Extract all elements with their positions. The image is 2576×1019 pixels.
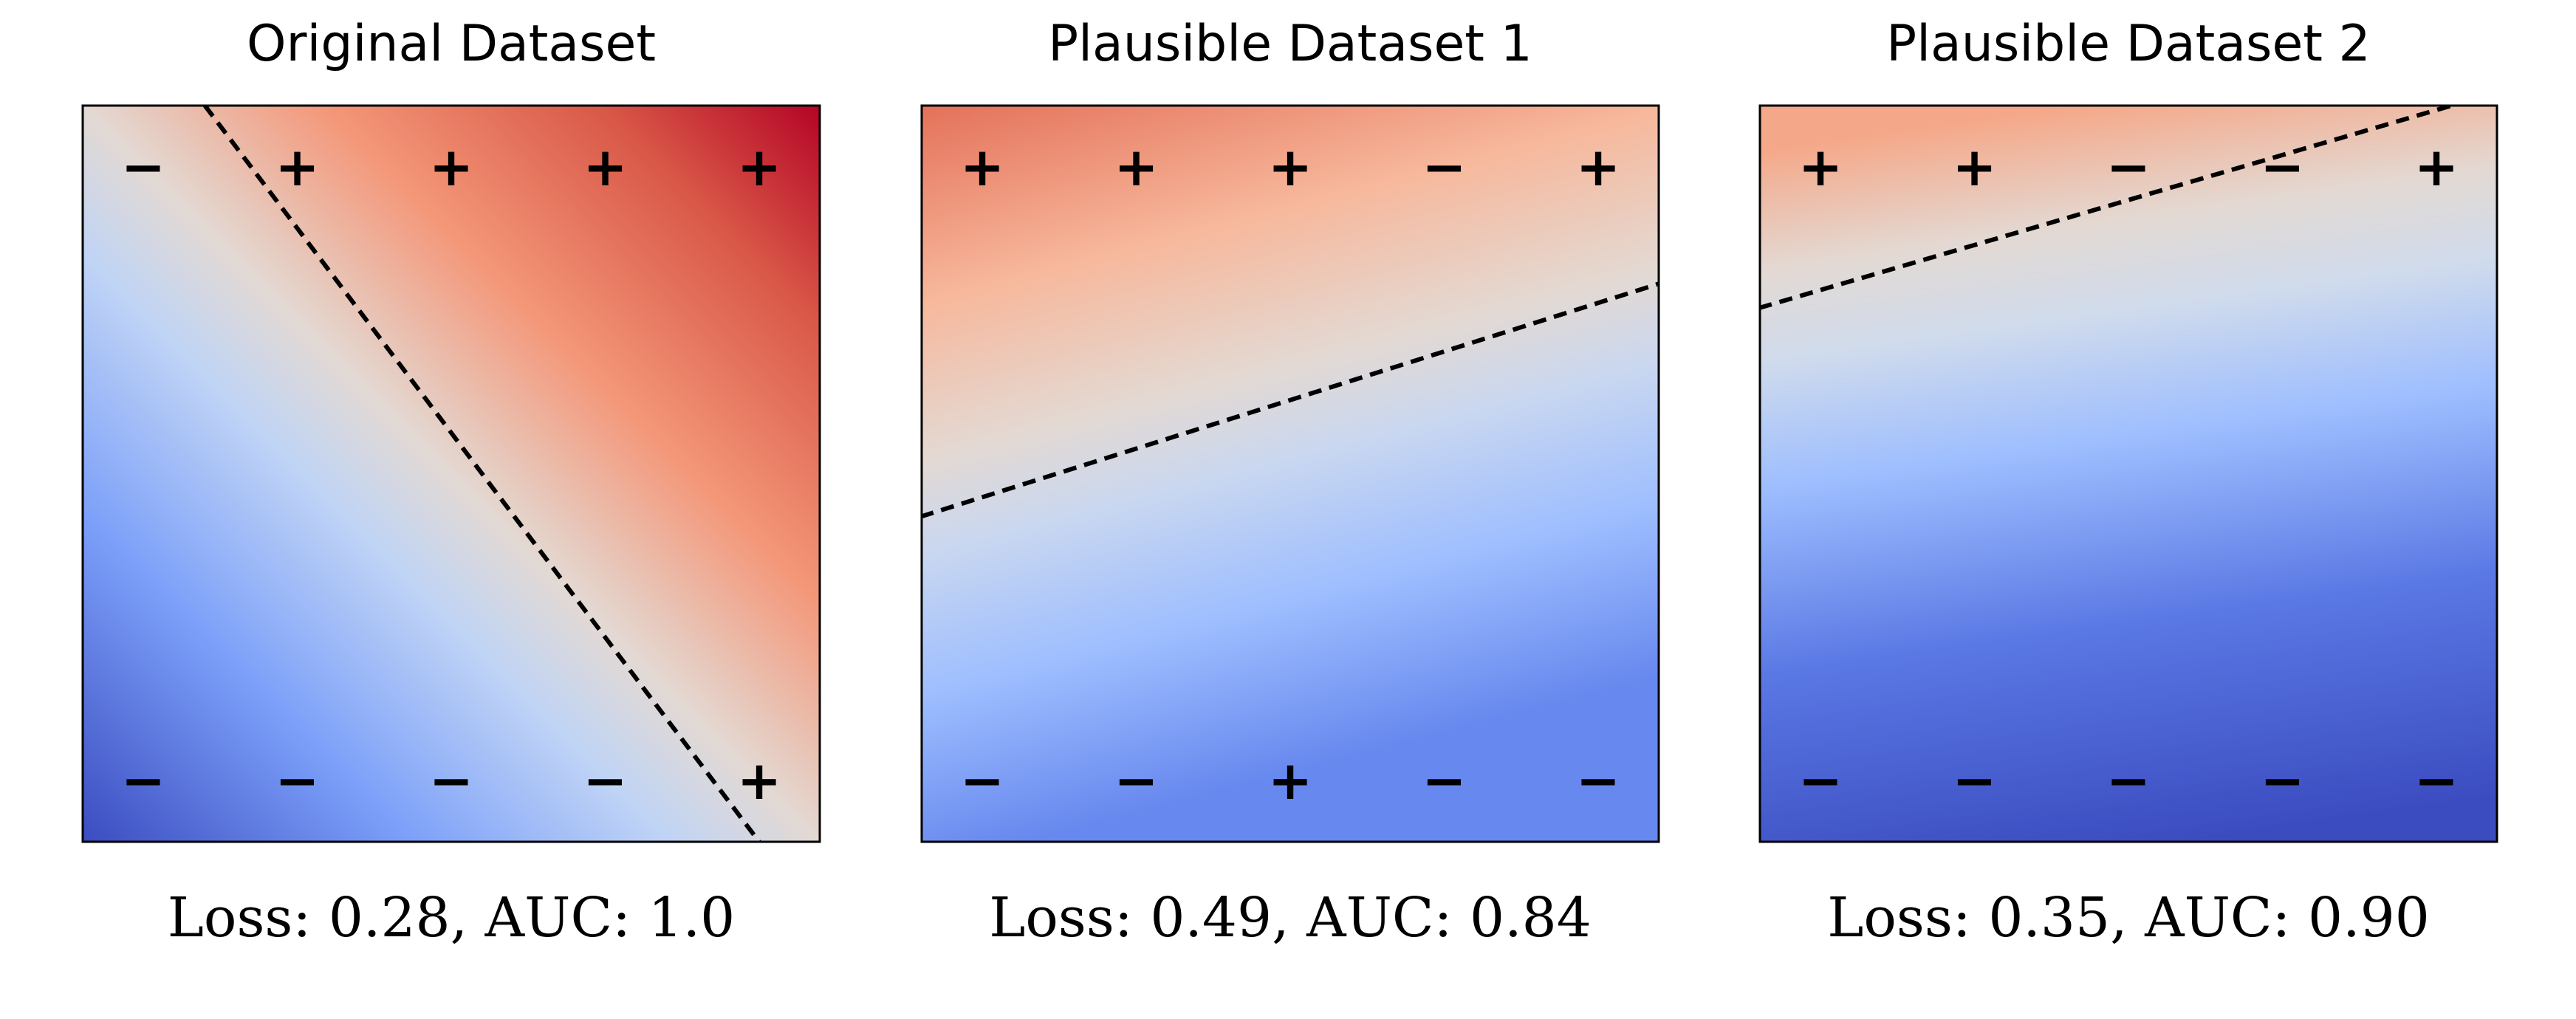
plot-frame bbox=[920, 104, 1660, 843]
negative-marker: − bbox=[2260, 749, 2304, 812]
positive-marker: + bbox=[583, 136, 627, 198]
negative-marker: − bbox=[960, 749, 1004, 812]
positive-marker: + bbox=[1576, 136, 1620, 198]
decision-boundary bbox=[203, 106, 761, 842]
positive-marker: + bbox=[1798, 136, 1843, 198]
positive-marker: + bbox=[2414, 136, 2459, 198]
negative-marker: − bbox=[2106, 136, 2151, 198]
panel-plausible-dataset-2: Plausible Dataset 2 + + − − + − − − − − Loss: 0.3… bbox=[1758, 15, 2498, 950]
panel-title: Original Dataset bbox=[247, 15, 656, 73]
negative-marker: − bbox=[1422, 749, 1466, 812]
positive-marker: + bbox=[737, 136, 781, 198]
positive-marker: + bbox=[1268, 136, 1312, 198]
panel-plausible-dataset-1: Plausible Dataset 1 + + + − + − − + − − Loss: 0.4… bbox=[920, 15, 1660, 950]
positive-marker: + bbox=[275, 136, 319, 198]
metric-caption: Loss: 0.28, AUC: 1.0 bbox=[168, 886, 735, 950]
positive-marker: + bbox=[1114, 136, 1158, 198]
heatmap-background bbox=[83, 106, 820, 842]
negative-marker: − bbox=[2106, 749, 2151, 812]
decision-boundary bbox=[1760, 106, 2453, 310]
negative-marker: − bbox=[1422, 136, 1466, 198]
panel-title: Plausible Dataset 1 bbox=[1048, 15, 1532, 73]
metric-caption: Loss: 0.49, AUC: 0.84 bbox=[989, 886, 1592, 950]
panel-title: Plausible Dataset 2 bbox=[1886, 15, 2371, 73]
positive-marker: + bbox=[737, 749, 781, 812]
heatmap-background bbox=[922, 106, 1659, 842]
positive-marker: + bbox=[429, 136, 473, 198]
negative-marker: − bbox=[583, 749, 627, 812]
negative-marker: − bbox=[2414, 749, 2459, 812]
plot-frame bbox=[1758, 104, 2498, 843]
positive-marker: + bbox=[960, 136, 1004, 198]
plot-frame bbox=[81, 104, 821, 843]
negative-marker: − bbox=[1798, 749, 1843, 812]
negative-marker: − bbox=[429, 749, 473, 812]
decision-boundary bbox=[922, 281, 1659, 519]
negative-marker: − bbox=[121, 136, 165, 198]
positive-marker: + bbox=[1952, 136, 1996, 198]
negative-marker: − bbox=[1576, 749, 1620, 812]
negative-marker: − bbox=[275, 749, 319, 812]
negative-marker: − bbox=[1952, 749, 1996, 812]
metric-caption: Loss: 0.35, AUC: 0.90 bbox=[1827, 886, 2430, 950]
negative-marker: − bbox=[1114, 749, 1158, 812]
negative-marker: − bbox=[121, 749, 165, 812]
panel-original-dataset: Original Dataset − + + + + − − − − + Loss: 0.28, … bbox=[81, 15, 821, 950]
negative-marker: − bbox=[2260, 136, 2304, 198]
heatmap-background bbox=[1760, 106, 2497, 842]
positive-marker: + bbox=[1268, 749, 1312, 812]
